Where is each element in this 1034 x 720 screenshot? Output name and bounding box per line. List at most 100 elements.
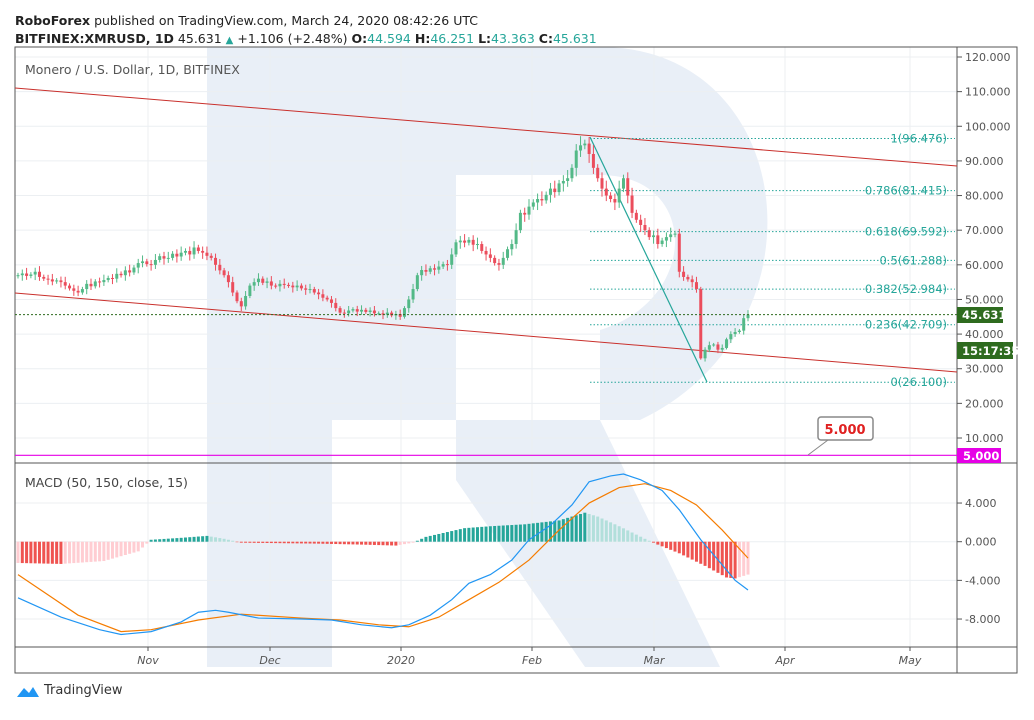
price-axis[interactable]: 120.000 110.000 100.000 90.000 80.000 70.000 6… [957,51,1011,445]
watermark-logo [207,47,768,667]
price-tick-label: 70.000 [965,224,1004,237]
candle [454,239,458,258]
candle [355,305,359,317]
candle [707,341,711,353]
candle [660,237,664,247]
macd-axis[interactable]: 4.000 0.000 -4.000 -8.000 [957,497,1000,626]
candle [428,265,432,275]
histogram-bar [231,540,235,542]
candle [424,264,428,276]
candle [497,258,501,271]
candle [20,269,24,281]
histogram-bar [407,541,411,544]
channel-lower-line[interactable] [14,292,958,373]
candle [570,164,574,182]
candle [115,268,119,283]
candle [16,272,20,279]
fib-label: 0.5(61.288) [879,253,947,267]
candle [531,199,535,210]
candle [158,253,162,263]
histogram-bar [643,538,647,542]
histogram-bar [677,541,681,554]
candle [132,265,136,275]
candle [746,310,750,322]
candle [110,274,114,285]
histogram-bar [368,541,372,545]
histogram-bar [630,532,634,542]
time-tick-label: May [899,654,922,667]
histogram-bar [690,541,694,560]
close-value-label: C: [538,31,553,46]
publisher[interactable]: RoboForex [15,13,91,28]
histogram-bar [591,515,595,542]
histogram-bar [46,541,50,564]
candle [407,295,411,313]
level-badge: 5.000 [957,448,1001,463]
candle [201,246,205,259]
candle [566,169,570,187]
candle [222,267,226,278]
histogram-bar [256,541,260,543]
candle [106,275,110,283]
histogram-bar [188,537,192,542]
histogram-bar [162,538,166,542]
candle [630,187,634,219]
candle [29,272,33,279]
candle [596,164,600,182]
histogram-bar [475,527,479,542]
countdown-badge: 15:17:35 [957,342,1019,359]
candle [510,239,514,256]
histogram-bar [42,541,46,564]
histogram-bar [587,513,591,542]
candle [411,283,415,303]
candle [694,276,698,293]
histogram-bar [76,541,80,563]
macd-pane-title: MACD (50, 150, close, 15) [25,475,188,490]
histogram-bar [557,520,561,542]
histogram-bar [420,538,424,542]
candle [634,209,638,223]
histogram-bar [707,541,711,569]
histogram-bar [514,524,518,542]
candle [600,172,604,197]
candle [475,237,479,250]
price-tick-label: 80.000 [965,190,1004,203]
candle [574,144,578,177]
histogram-bar [214,537,218,542]
level-callout[interactable]: 5.000 [807,416,874,456]
candle [540,191,544,206]
candle [523,207,527,222]
candle [458,235,462,249]
candle [63,276,67,290]
fibonacci-retracement[interactable]: 1(96.476) 0.786(81.415) 0.618(69.592) 0.5(6… [590,131,955,389]
histogram-bar [201,536,205,542]
histogram-bar [235,541,239,543]
time-tick-label: 2020 [387,654,415,667]
time-axis[interactable]: Nov Dec 2020 Feb Mar Apr May [137,647,922,667]
channel-upper-line[interactable] [14,87,958,167]
price-tick-label: 10.000 [965,432,1004,445]
histogram-bar [398,541,402,545]
candle [647,227,651,240]
candle [226,271,230,288]
histogram-bar [171,538,175,542]
candle [256,273,260,286]
tradingview-logo[interactable]: TradingView [16,683,123,698]
candle [171,251,175,261]
candle [278,280,282,292]
candle [544,191,548,204]
histogram-bar [652,541,656,543]
histogram-bar [634,534,638,542]
histogram-bar [720,541,724,576]
candle [239,297,243,312]
candle [583,139,587,150]
candle [506,246,510,261]
histogram-bar [501,525,505,542]
histogram-bar [510,525,514,542]
fib-trend-line[interactable] [589,136,708,383]
candle [733,328,737,337]
candle [553,180,557,198]
time-tick-label: Feb [522,654,542,667]
candle [360,305,364,315]
